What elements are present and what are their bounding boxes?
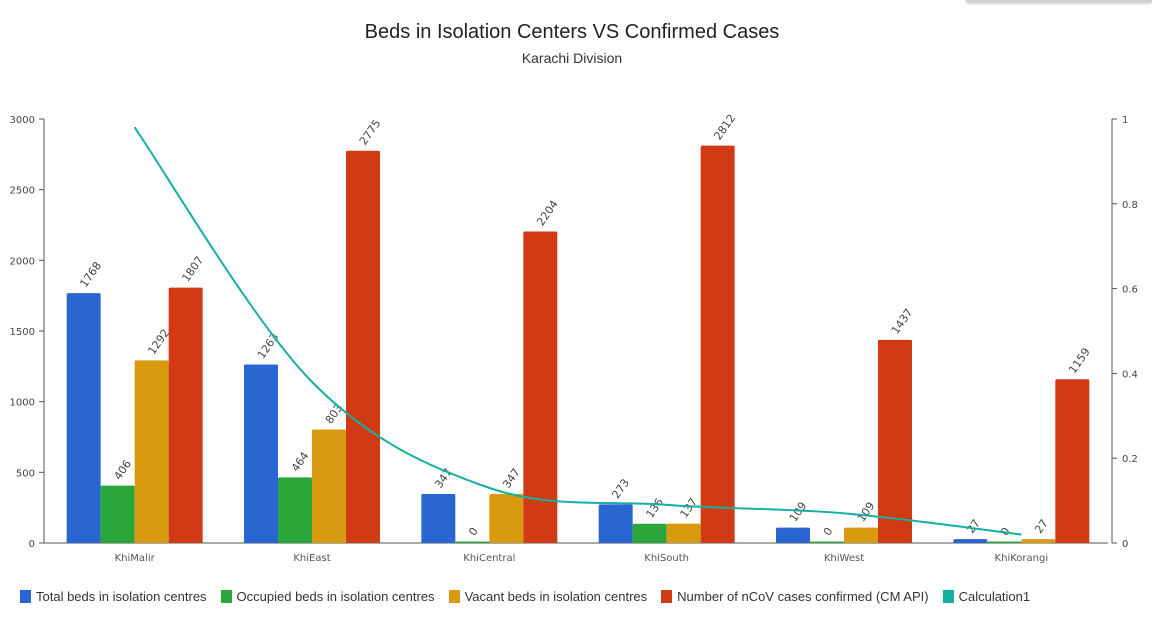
legend-item[interactable]: Vacant beds in isolation centres xyxy=(448,589,648,604)
x-tick-label: KhiKorangi xyxy=(995,553,1049,564)
chart-area: Beds in Isolation Centers VS Confirmed C… xyxy=(10,21,1138,564)
legend-swatch xyxy=(220,590,232,603)
chart-subtitle: Karachi Division xyxy=(522,50,622,66)
bar-value-label: 803 xyxy=(323,402,346,427)
legend-label: Vacant beds in isolation centres xyxy=(464,589,648,604)
bar xyxy=(346,150,380,544)
legend-item[interactable]: Total beds in isolation centres xyxy=(20,589,207,604)
bar-value-label: 1807 xyxy=(179,254,206,284)
y-tick-label-left: 1000 xyxy=(10,398,35,409)
bar xyxy=(421,493,456,543)
y-tick-label-right: 1 xyxy=(1122,115,1128,126)
bar xyxy=(953,539,988,543)
calculation-line xyxy=(133,126,1022,536)
line-point xyxy=(843,512,845,514)
bars xyxy=(66,145,1090,544)
line-point xyxy=(488,487,490,489)
y-tick-label-left: 0 xyxy=(29,539,35,550)
bar-value-label: 136 xyxy=(643,496,666,521)
y-tick-label-left: 2000 xyxy=(10,256,35,267)
bar xyxy=(134,360,169,543)
bar xyxy=(1055,379,1090,543)
line-point xyxy=(311,381,313,383)
line-point xyxy=(134,126,136,128)
y-tick-label-right: 0.6 xyxy=(1122,285,1138,296)
bar xyxy=(632,523,667,543)
bar-value-label: 1159 xyxy=(1066,346,1093,376)
bar-value-label: 1263 xyxy=(255,331,282,361)
legend-label: Occupied beds in isolation centres xyxy=(236,589,435,604)
bar-value-label: 1768 xyxy=(77,259,104,289)
bar xyxy=(1021,539,1056,543)
y-tick-label-right: 0 xyxy=(1122,539,1128,550)
bar xyxy=(844,527,878,543)
bar-value-label: 2812 xyxy=(711,112,738,142)
x-tick-label: KhiEast xyxy=(293,553,330,564)
calculation-line-group xyxy=(133,126,1022,536)
bar-value-label: 1292 xyxy=(145,327,172,357)
bar-value-label: 0 xyxy=(821,525,836,538)
bar-value-label: 1437 xyxy=(889,306,916,336)
legend-item[interactable]: Number of nCoV cases confirmed (CM API) xyxy=(661,589,929,604)
legend-item[interactable]: Occupied beds in isolation centres xyxy=(220,589,435,604)
legend-swatch xyxy=(20,590,31,603)
bar-value-label: 109 xyxy=(855,500,878,525)
bar-value-label: 2204 xyxy=(534,198,561,228)
bar-value-label: 464 xyxy=(289,449,312,474)
bar-value-label: 273 xyxy=(609,476,632,501)
bar xyxy=(244,364,278,543)
bar xyxy=(700,145,735,543)
top-right-bar xyxy=(966,0,1152,2)
bar xyxy=(66,293,101,543)
bar xyxy=(810,541,844,543)
legend-label: Number of nCoV cases confirmed (CM API) xyxy=(677,589,929,604)
bar xyxy=(100,485,135,543)
y-tick-label-left: 3000 xyxy=(10,115,35,126)
bar-value-label: 347 xyxy=(500,466,523,491)
bar-value-label: 27 xyxy=(964,517,983,536)
x-tick-label: KhiCentral xyxy=(463,553,515,564)
legend-item[interactable]: Calculation1 xyxy=(942,589,1031,604)
bar xyxy=(666,523,701,543)
legend-swatch xyxy=(661,590,673,603)
bar xyxy=(878,339,912,543)
bar xyxy=(523,231,558,543)
y-tick-label-right: 0.2 xyxy=(1122,454,1138,465)
legend-label: Calculation1 xyxy=(958,589,1031,604)
bar xyxy=(278,477,312,543)
y-tick-label-right: 0.4 xyxy=(1122,369,1138,380)
bar xyxy=(168,287,203,543)
x-tick-label: KhiSouth xyxy=(644,553,689,564)
y-tick-label-left: 500 xyxy=(16,468,35,479)
bar-value-label: 109 xyxy=(787,500,810,525)
legend-label: Total beds in isolation centres xyxy=(36,589,207,604)
bar xyxy=(489,493,524,543)
line-point xyxy=(666,504,668,506)
x-tick-label: KhiWest xyxy=(824,553,864,564)
y-tick-label-right: 0.8 xyxy=(1122,200,1138,211)
bar xyxy=(776,527,810,543)
bar xyxy=(455,541,490,543)
bar-value-label: 27 xyxy=(1032,517,1051,536)
legend: Total beds in isolation centres Occupied … xyxy=(20,589,1030,604)
legend-swatch xyxy=(942,590,954,603)
bar-value-label: 0 xyxy=(466,525,481,538)
axes: 0 500 1000 1500 2000 2500 3000 0 0.2 0.4 0.6 0.8 1 Kh… xyxy=(10,115,1138,564)
bar xyxy=(987,541,1022,543)
bar-value-label: 406 xyxy=(111,458,134,483)
bar xyxy=(598,504,633,543)
bar-value-label: 137 xyxy=(677,496,700,521)
chart-title: Beds in Isolation Centers VS Confirmed C… xyxy=(365,21,780,43)
legend-swatch xyxy=(448,590,460,603)
line-point xyxy=(1020,534,1022,536)
bar-value-label: 2775 xyxy=(357,117,384,147)
bar xyxy=(312,429,346,543)
y-tick-label-left: 1500 xyxy=(10,327,35,338)
y-tick-label-left: 2500 xyxy=(10,186,35,197)
x-tick-label: KhiMalir xyxy=(115,553,156,564)
